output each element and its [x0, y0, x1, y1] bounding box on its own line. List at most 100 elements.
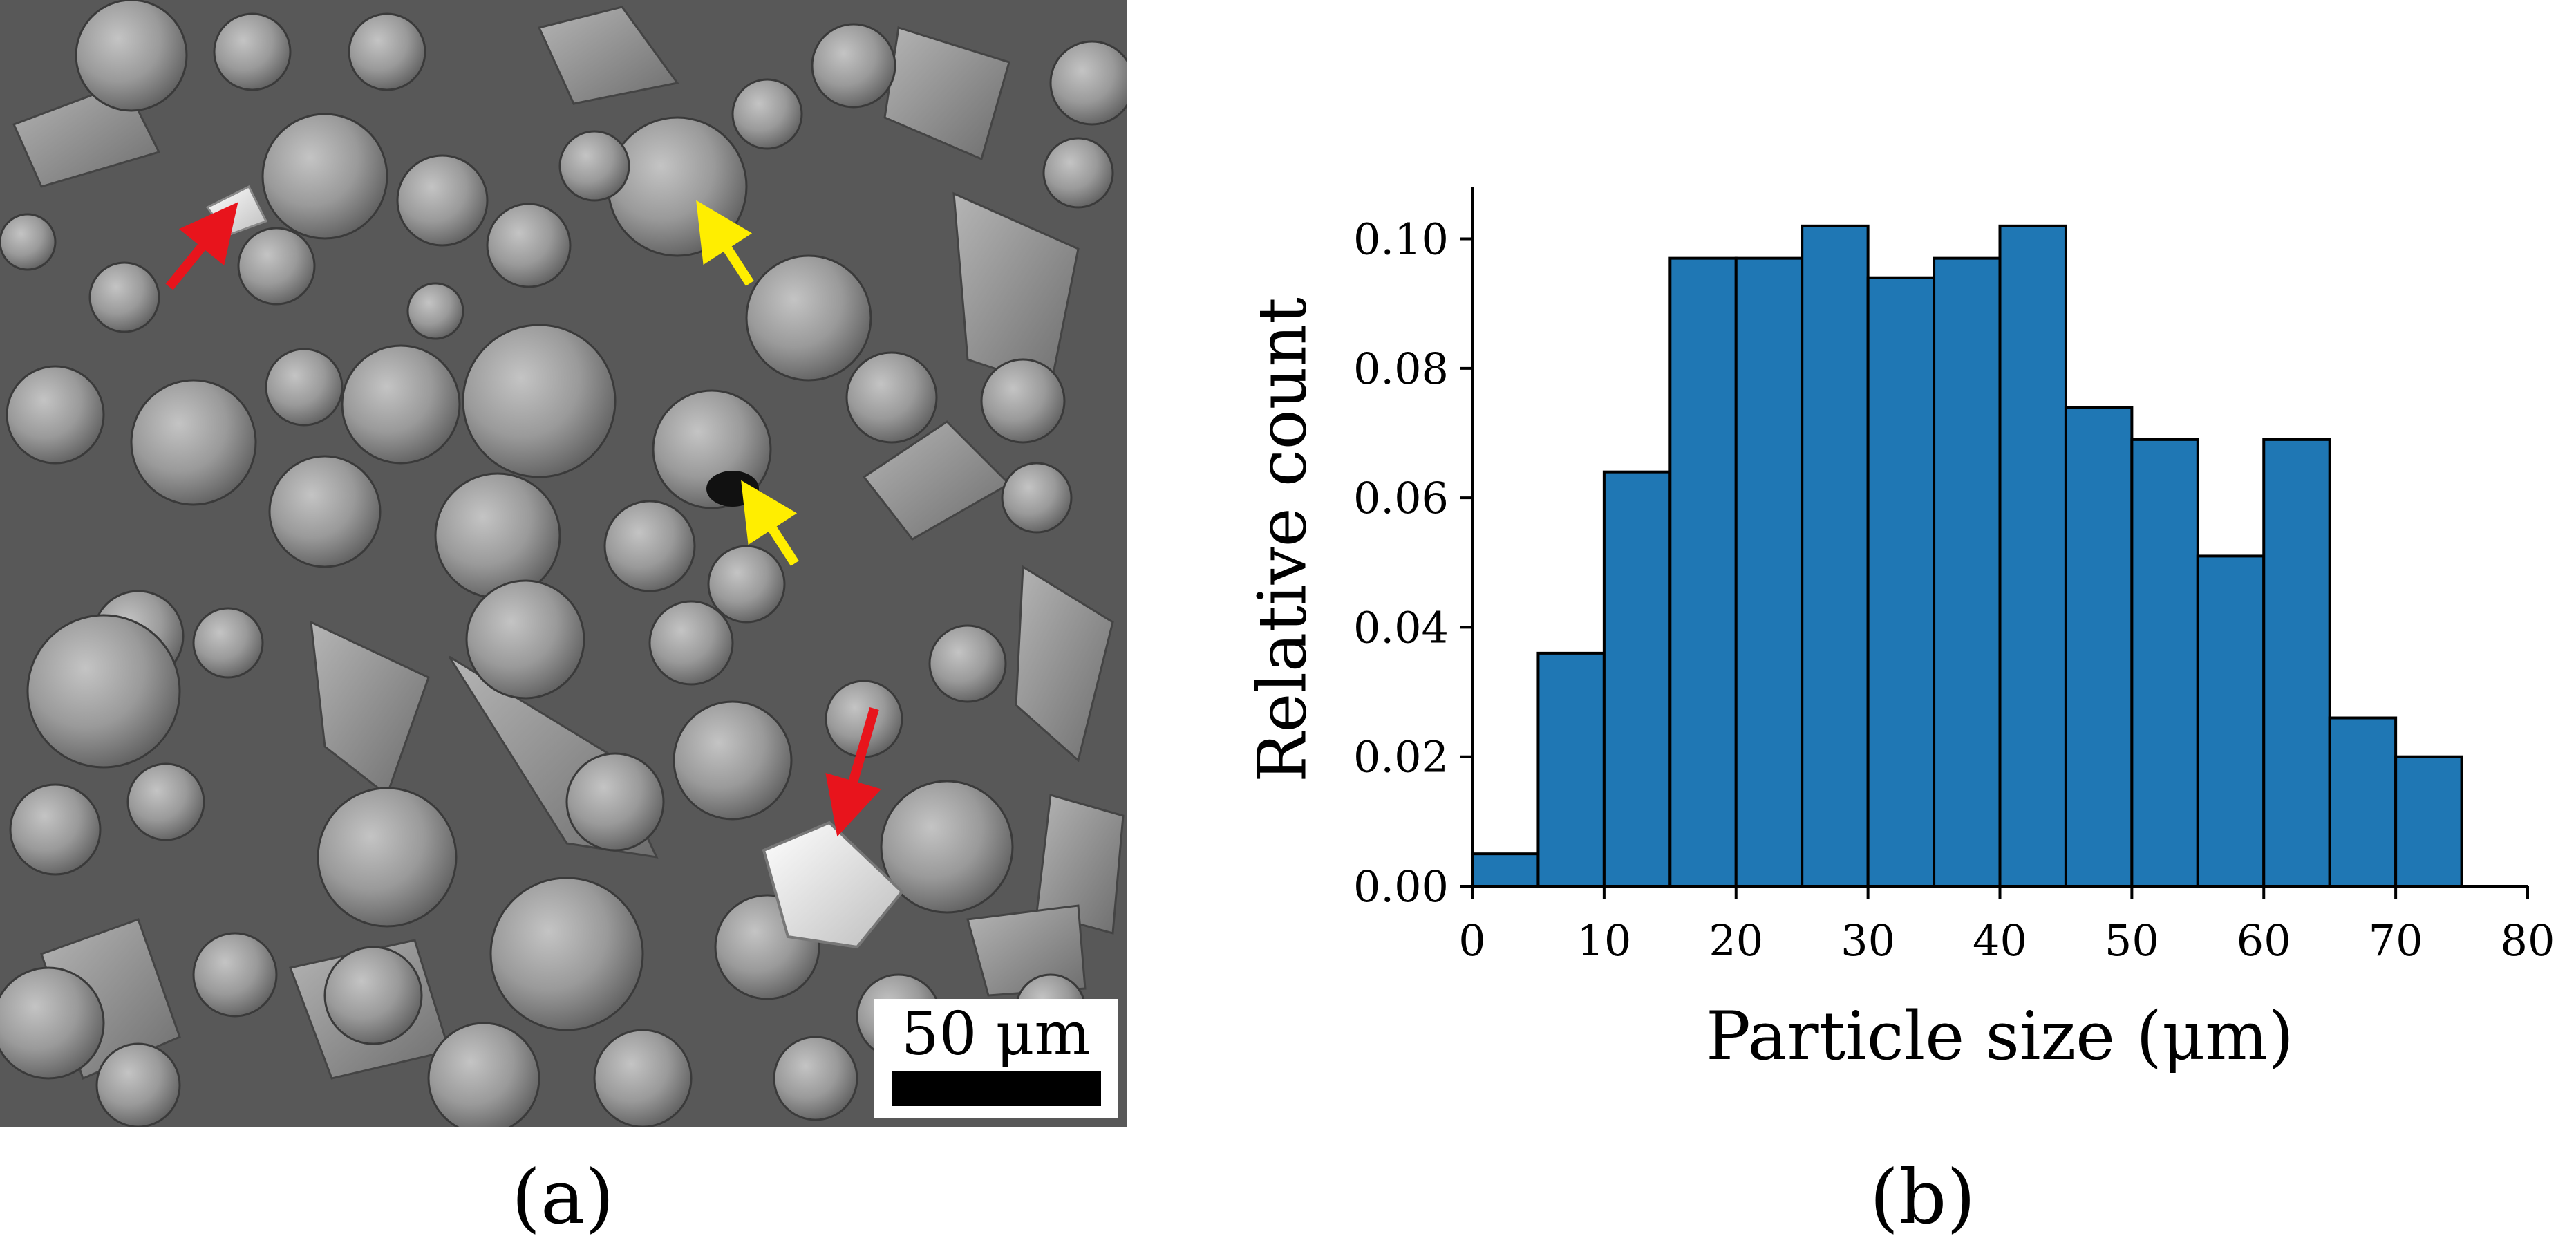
histogram-bar [2328, 716, 2398, 888]
histogram-bar [1536, 651, 1606, 888]
spherical-particle [75, 0, 188, 112]
spherical-particle [130, 379, 257, 506]
spherical-particle [486, 203, 572, 288]
spherical-particle [213, 12, 292, 91]
spherical-particle [593, 1029, 693, 1127]
red-arrow-1 [165, 202, 238, 290]
flake-particle [966, 904, 1087, 997]
spherical-particle [95, 1042, 181, 1127]
spherical-particle [434, 472, 561, 599]
spherical-particle [462, 324, 617, 478]
spherical-particle [773, 1036, 858, 1121]
caption-a: (a) [511, 1154, 614, 1241]
y-tick-label: 0.02 [1353, 732, 1449, 783]
spherical-particle [88, 261, 160, 333]
spherical-particle [0, 213, 57, 271]
y-tick-label: 0.00 [1353, 861, 1449, 912]
spherical-particle [707, 545, 786, 624]
y-tick-label: 0.04 [1353, 602, 1449, 653]
spherical-particle [126, 762, 205, 841]
histogram-bar [1734, 256, 1804, 888]
spherical-particle [489, 877, 644, 1031]
x-tick-label: 70 [2369, 915, 2423, 966]
spherical-particle [317, 787, 458, 928]
spherical-particle [673, 700, 793, 821]
spherical-particle [731, 78, 803, 150]
histogram-bar [1471, 852, 1540, 888]
spherical-particle [465, 579, 585, 700]
spherical-particle [192, 932, 278, 1018]
spherical-particle [427, 1022, 540, 1127]
x-tick-label: 50 [2105, 915, 2159, 966]
spherical-particle [268, 455, 382, 568]
spherical-particle [1042, 137, 1114, 209]
flake-particle [1015, 565, 1114, 762]
particle-hole [706, 471, 759, 507]
x-tick-label: 40 [1973, 915, 2027, 966]
spherical-particle [880, 780, 1014, 914]
x-tick-label: 30 [1841, 915, 1895, 966]
flake-particle [1035, 794, 1125, 935]
spherical-particle [406, 282, 464, 340]
histogram-bar [1998, 224, 2067, 888]
spherical-particle [26, 614, 181, 769]
spherical-particle [745, 254, 872, 382]
spherical-particle [1049, 40, 1127, 126]
spherical-particle [1001, 462, 1073, 534]
spherical-particle [192, 607, 264, 679]
histogram-bar [2064, 406, 2134, 888]
spherical-particle [980, 358, 1066, 444]
spherical-particle [0, 966, 105, 1080]
spherical-particle [348, 12, 426, 91]
yellow-arrow-1 [696, 200, 754, 286]
spherical-particle [603, 500, 696, 592]
histogram-bar [2196, 554, 2266, 888]
x-tick-label: 0 [1458, 915, 1485, 966]
red-arrow-2 [825, 707, 882, 837]
x-tick-label: 20 [1709, 915, 1763, 966]
histogram-bars [1471, 224, 2463, 888]
scale-bar-label: 50 μm [901, 1000, 1091, 1069]
spherical-particle [648, 600, 734, 686]
spherical-particle [607, 116, 748, 257]
y-axis-ticks: 0.00 0.02 0.04 0.06 0.08 0.10 [1353, 214, 1472, 912]
histogram-bar [1801, 224, 1870, 888]
histogram-bar [1668, 256, 1738, 888]
spherical-particle [237, 227, 316, 306]
spherical-particle [811, 23, 896, 109]
spherical-particle [565, 752, 665, 852]
y-tick-label: 0.08 [1353, 344, 1449, 394]
histogram-bar [2262, 438, 2331, 888]
histogram-chart: 0 10 20 30 40 50 60 70 80 0.000.020.040.060.080.… [1244, 187, 2555, 1075]
histogram-bar [2394, 755, 2463, 888]
x-tick-label: 60 [2237, 915, 2291, 966]
histogram-panel: 0 10 20 30 40 50 60 70 80 0.00 0.02 0.04 0.06 0.08 0.… [1216, 159, 2576, 1085]
spherical-particle [558, 130, 630, 202]
histogram-bar [1866, 276, 1936, 888]
spherical-particle [9, 783, 102, 876]
spherical-particle [396, 154, 489, 247]
caption-b: (b) [1870, 1154, 1976, 1241]
spherical-particle [845, 351, 938, 444]
spherical-particle [341, 344, 461, 465]
sem-micrograph: 50 μm [0, 0, 1127, 1127]
x-axis-label: Particle size (μm) [1706, 998, 2294, 1075]
x-tick-label: 80 [2501, 915, 2555, 966]
spherical-particle [323, 946, 423, 1045]
scale-bar-line [892, 1071, 1101, 1106]
spherical-particles [0, 0, 1127, 1127]
bright-angular-particle [762, 821, 904, 949]
histogram-bar [2130, 438, 2199, 888]
histogram-bar [1933, 256, 2002, 888]
flake-particles [12, 6, 1125, 1080]
y-axis-label: Relative count [1244, 297, 1322, 783]
x-axis-ticks: 0 10 20 30 40 50 60 70 80 [1458, 886, 2555, 966]
spherical-particle [265, 348, 344, 427]
y-tick-label: 0.06 [1353, 473, 1449, 523]
scale-bar: 50 μm [874, 999, 1118, 1118]
flake-particle [537, 6, 679, 105]
spherical-particle [928, 624, 1007, 703]
yellow-arrow-2 [741, 480, 799, 566]
spherical-particle [6, 365, 105, 465]
sem-image: 50 μm [0, 0, 1127, 1127]
